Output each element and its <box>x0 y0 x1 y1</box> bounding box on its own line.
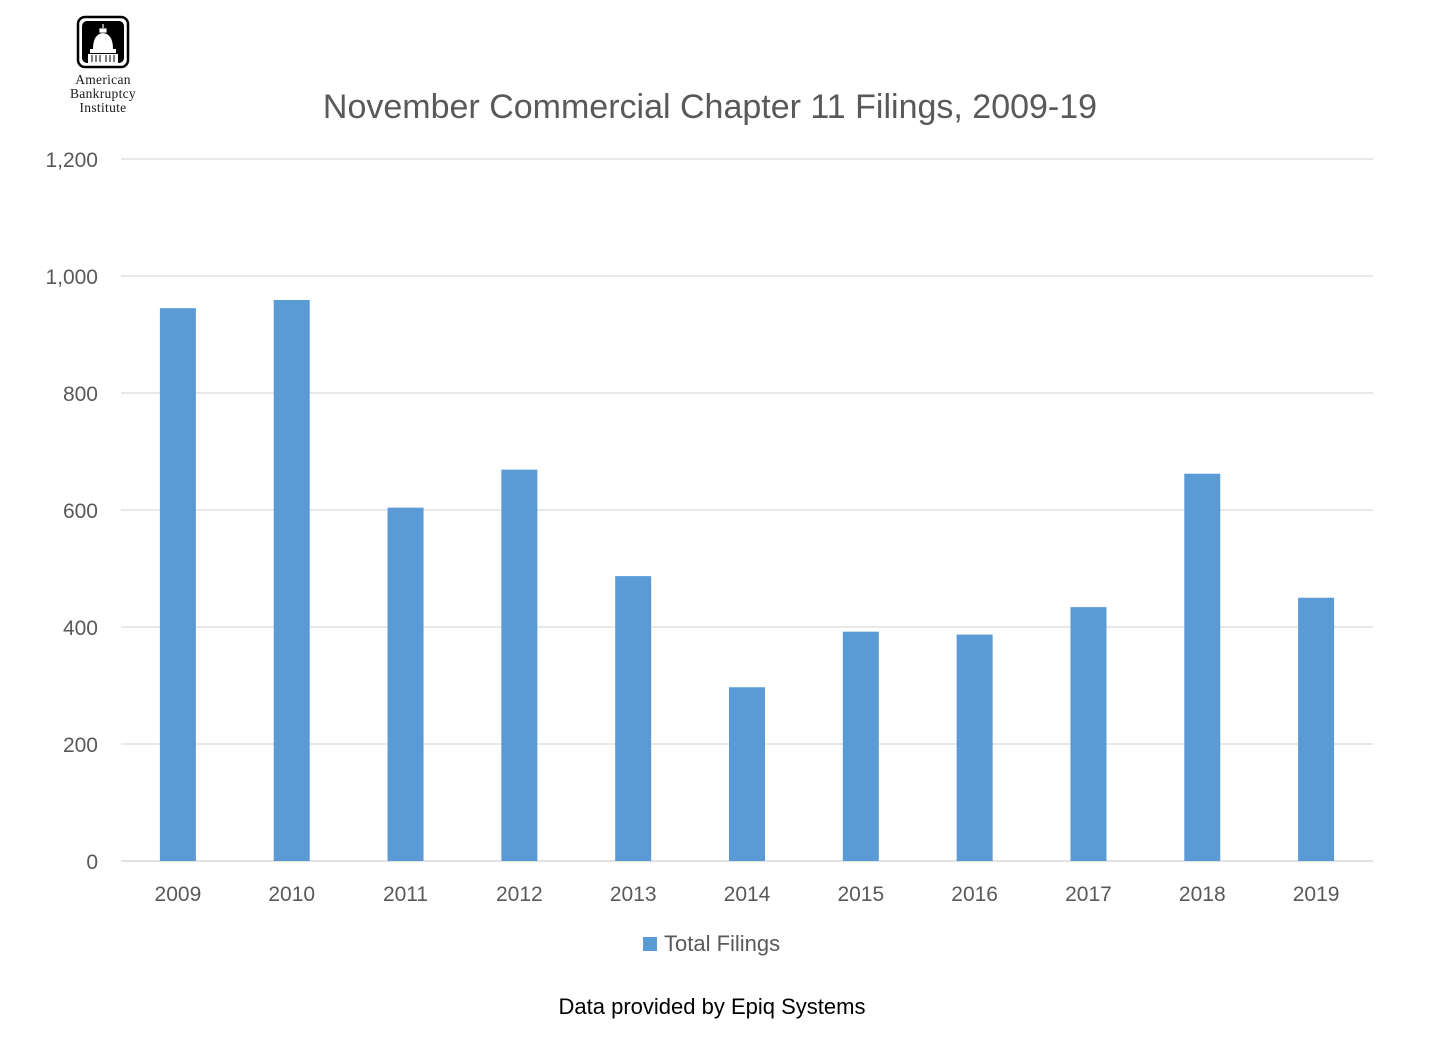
y-tick-label: 800 <box>63 383 98 406</box>
logo-line-2: Bankruptcy <box>70 86 136 101</box>
x-tick-label: 2019 <box>1293 883 1340 906</box>
bar-2013 <box>615 576 652 861</box>
source-note: Data provided by Epiq Systems <box>559 994 866 1019</box>
x-tick-label: 2011 <box>383 883 428 906</box>
x-tick-label: 2013 <box>610 883 657 906</box>
chart-title: November Commercial Chapter 11 Filings, … <box>323 88 1097 126</box>
aba-logo: American Bankruptcy Institute <box>44 12 162 122</box>
capitol-dome-icon <box>76 15 130 69</box>
y-tick-label: 200 <box>63 734 98 757</box>
logo-line-1: American <box>75 72 131 87</box>
x-tick-label: 2010 <box>268 883 315 906</box>
bar-2012 <box>501 469 538 861</box>
bar-2009 <box>159 308 196 861</box>
bar-2015 <box>842 631 879 861</box>
bar-2014 <box>729 687 765 861</box>
legend: Total Filings <box>643 931 780 956</box>
x-tick-label: 2018 <box>1179 883 1226 906</box>
x-tick-label: 2017 <box>1065 883 1112 906</box>
bar-2011 <box>387 507 424 861</box>
bars <box>159 299 1335 861</box>
x-tick-label: 2015 <box>837 883 884 906</box>
y-tick-label: 1,000 <box>45 266 98 289</box>
bar-2010 <box>273 299 310 861</box>
bar-2019 <box>1298 597 1335 861</box>
x-tick-label: 2009 <box>155 883 202 906</box>
legend-swatch <box>643 937 657 951</box>
y-tick-label: 600 <box>63 500 98 523</box>
x-axis-ticks: 2009 2010 2011 2012 2013 2014 2015 2016 2017 2018… <box>155 883 1340 906</box>
y-tick-label: 0 <box>86 851 98 874</box>
logo-line-3: Institute <box>79 100 127 115</box>
bar-2018 <box>1184 473 1221 861</box>
y-tick-label: 1,200 <box>45 149 98 172</box>
x-tick-label: 2014 <box>724 883 771 906</box>
x-tick-label: 2016 <box>951 883 998 906</box>
legend-label: Total Filings <box>664 931 780 956</box>
x-tick-label: 2012 <box>496 883 543 906</box>
y-axis-ticks: 0 200 400 600 800 1,000 1,200 <box>45 149 98 874</box>
bar-2016 <box>956 634 993 861</box>
bar-2017 <box>1070 607 1107 861</box>
y-tick-label: 400 <box>63 617 98 640</box>
